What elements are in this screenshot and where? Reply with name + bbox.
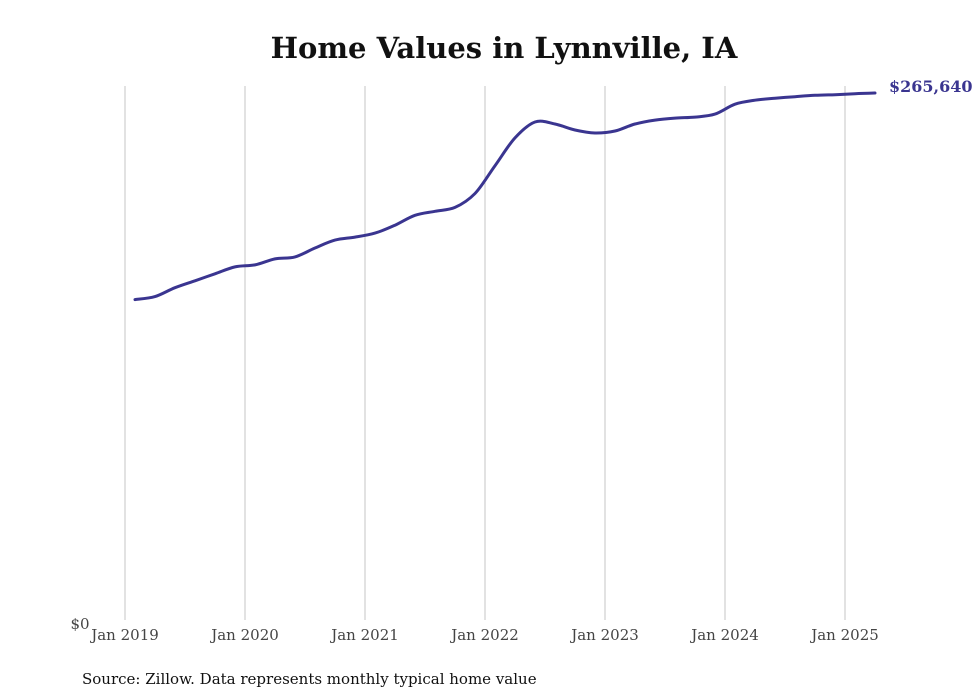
x-tick-label: Jan 2025 [809,626,879,644]
x-tick-label: Jan 2024 [689,626,759,644]
x-tick-label: Jan 2022 [449,626,519,644]
x-tick-label: Jan 2023 [569,626,639,644]
x-tick-label: Jan 2019 [89,626,159,644]
x-tick-label: Jan 2021 [329,626,399,644]
home-value-line [133,91,877,302]
x-tick-label: Jan 2020 [209,626,279,644]
x-axis-tick-labels: Jan 2019 Jan 2020 Jan 2021 Jan 2022 Jan 2023… [89,626,879,644]
chart-title: Home Values in Lynnville, IA [271,31,738,65]
latest-value-label: $265,640 [889,77,973,96]
source-note: Source: Zillow. Data represents monthly … [82,670,537,688]
y-axis-tick-label-zero: $0 [70,615,89,633]
vertical-gridlines [124,86,846,620]
